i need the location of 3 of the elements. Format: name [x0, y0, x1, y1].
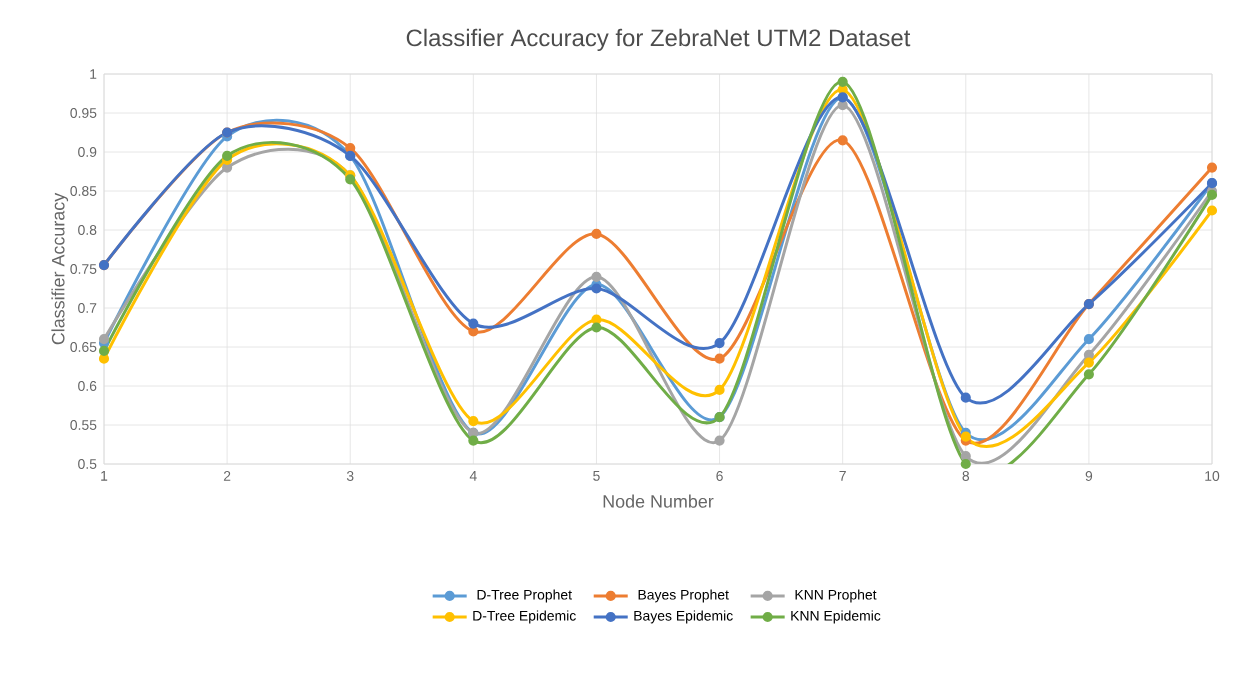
y-axis-title: Classifier Accuracy	[51, 192, 69, 345]
chart-title: Classifier Accuracy for ZebraNet UTM2 Dataset	[406, 28, 911, 52]
x-axis-title: Node Number	[603, 494, 714, 508]
